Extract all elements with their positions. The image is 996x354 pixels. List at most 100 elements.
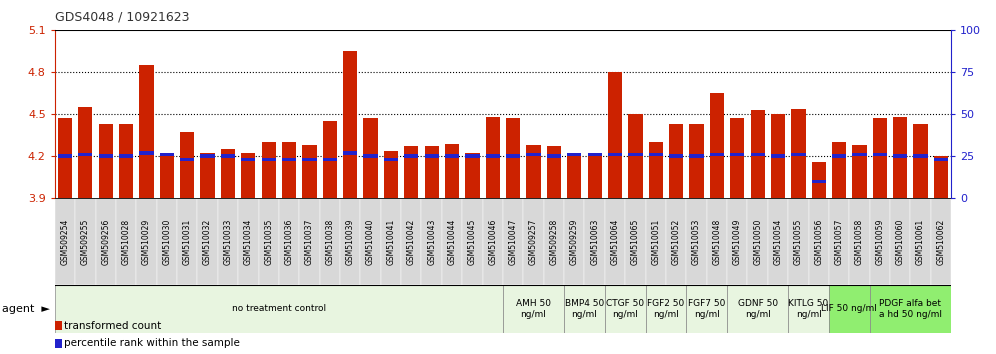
- Bar: [299, 198, 320, 285]
- Text: GSM509257: GSM509257: [529, 218, 538, 265]
- Bar: [404, 154, 418, 158]
- Bar: [139, 151, 153, 155]
- Text: GSM510051: GSM510051: [651, 218, 660, 265]
- Text: GSM510058: GSM510058: [855, 218, 864, 265]
- Bar: [564, 198, 585, 285]
- Bar: [364, 118, 377, 198]
- Bar: [588, 153, 602, 156]
- Bar: [608, 72, 622, 198]
- Bar: [751, 110, 765, 198]
- Bar: [55, 321, 62, 330]
- Bar: [605, 285, 645, 333]
- Bar: [913, 154, 927, 158]
- Bar: [445, 144, 459, 198]
- Bar: [686, 198, 707, 285]
- Text: GSM510032: GSM510032: [203, 218, 212, 265]
- Bar: [364, 154, 377, 158]
- Text: GSM510065: GSM510065: [630, 218, 639, 265]
- Bar: [221, 149, 235, 198]
- Bar: [262, 158, 276, 161]
- Text: AMH 50
ng/ml: AMH 50 ng/ml: [516, 299, 551, 319]
- Bar: [523, 198, 544, 285]
- Bar: [159, 153, 174, 198]
- Bar: [890, 198, 910, 285]
- Bar: [588, 153, 602, 198]
- Bar: [442, 198, 462, 285]
- Bar: [645, 285, 686, 333]
- Bar: [343, 51, 358, 198]
- Bar: [689, 124, 703, 198]
- Bar: [872, 118, 887, 198]
- Bar: [771, 114, 785, 198]
- Text: GSM510053: GSM510053: [692, 218, 701, 265]
- Text: PDGF alfa bet
a hd 50 ng/ml: PDGF alfa bet a hd 50 ng/ml: [878, 299, 942, 319]
- Bar: [58, 118, 72, 198]
- Bar: [343, 151, 358, 155]
- Bar: [870, 285, 951, 333]
- Bar: [241, 158, 255, 161]
- Bar: [404, 147, 418, 198]
- Bar: [282, 158, 296, 161]
- Text: GSM510062: GSM510062: [936, 218, 945, 265]
- Bar: [180, 132, 194, 198]
- Text: GSM510028: GSM510028: [122, 218, 130, 265]
- Bar: [605, 198, 625, 285]
- Text: GSM510059: GSM510059: [875, 218, 884, 265]
- Bar: [666, 198, 686, 285]
- Text: GSM510031: GSM510031: [182, 218, 191, 265]
- Text: transformed count: transformed count: [64, 321, 160, 331]
- Bar: [564, 285, 605, 333]
- Bar: [727, 198, 747, 285]
- Bar: [788, 198, 809, 285]
- Bar: [506, 154, 520, 158]
- Bar: [424, 147, 439, 198]
- Text: GSM510033: GSM510033: [223, 218, 232, 265]
- Bar: [829, 198, 850, 285]
- Bar: [503, 198, 523, 285]
- Bar: [361, 198, 380, 285]
- Bar: [791, 153, 806, 156]
- Text: GSM510060: GSM510060: [895, 218, 904, 265]
- Text: CTGF 50
ng/ml: CTGF 50 ng/ml: [607, 299, 644, 319]
- Bar: [383, 150, 398, 198]
- Bar: [262, 142, 276, 198]
- Text: GSM509258: GSM509258: [550, 218, 559, 265]
- Text: BMP4 50
ng/ml: BMP4 50 ng/ml: [565, 299, 605, 319]
- Bar: [320, 198, 340, 285]
- Bar: [462, 198, 483, 285]
- Bar: [608, 153, 622, 156]
- Text: GSM510049: GSM510049: [733, 218, 742, 265]
- Text: GSM510038: GSM510038: [326, 218, 335, 265]
- Bar: [259, 198, 279, 285]
- Bar: [812, 162, 826, 198]
- Bar: [119, 124, 133, 198]
- Text: GSM510036: GSM510036: [285, 218, 294, 265]
- Bar: [55, 198, 75, 285]
- Bar: [401, 198, 421, 285]
- Text: GSM510057: GSM510057: [835, 218, 844, 265]
- Bar: [218, 198, 238, 285]
- Text: GSM510063: GSM510063: [591, 218, 600, 265]
- Text: GSM510048: GSM510048: [712, 218, 721, 265]
- Text: GSM509256: GSM509256: [102, 218, 111, 265]
- Bar: [669, 154, 683, 158]
- Bar: [710, 153, 724, 156]
- Bar: [96, 198, 116, 285]
- Bar: [116, 198, 136, 285]
- Bar: [771, 154, 785, 158]
- Bar: [686, 285, 727, 333]
- Bar: [55, 339, 62, 348]
- Bar: [241, 153, 255, 198]
- Text: GSM510034: GSM510034: [244, 218, 253, 265]
- Bar: [282, 142, 296, 198]
- Text: GSM510037: GSM510037: [305, 218, 314, 265]
- Text: GSM510050: GSM510050: [753, 218, 762, 265]
- Bar: [75, 198, 96, 285]
- Bar: [55, 285, 503, 333]
- Text: GSM510030: GSM510030: [162, 218, 171, 265]
- Bar: [445, 154, 459, 158]
- Bar: [648, 142, 663, 198]
- Text: GDNF 50
ng/ml: GDNF 50 ng/ml: [738, 299, 778, 319]
- Bar: [934, 156, 948, 198]
- Bar: [730, 153, 744, 156]
